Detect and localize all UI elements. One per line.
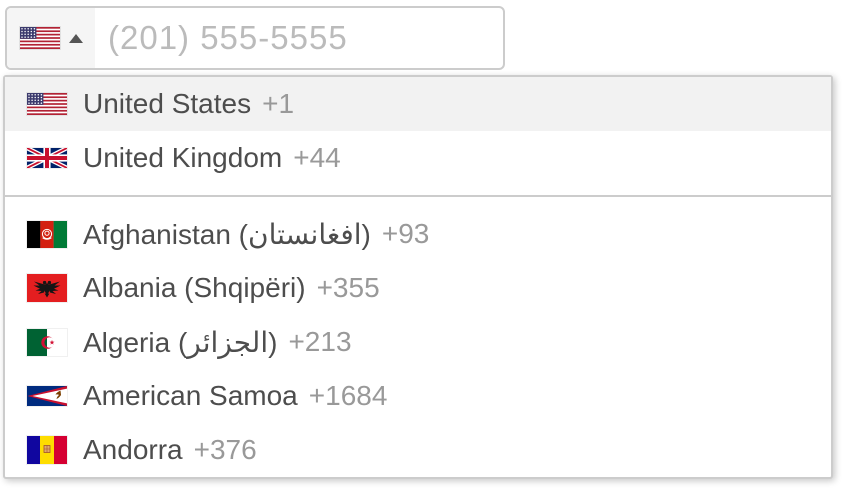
country-option-dz[interactable]: Algeria (الجزائر) +213	[5, 315, 831, 369]
country-option-us[interactable]: United States +1	[5, 77, 831, 131]
country-option-ad[interactable]: Andorra +376	[5, 423, 831, 477]
country-name: Algeria (الجزائر)	[83, 326, 278, 358]
country-option-as[interactable]: American Samoa +1684	[5, 369, 831, 423]
dial-code: +213	[288, 326, 352, 357]
gb-flag-icon	[27, 148, 67, 168]
dial-code: +93	[381, 218, 430, 249]
phone-number-input[interactable]	[95, 8, 503, 68]
selected-flag-button[interactable]	[7, 8, 95, 68]
country-name: Afghanistan (افغانستان)	[83, 218, 371, 250]
country-option-al[interactable]: Albania (Shqipëri) +355	[5, 261, 831, 315]
dial-code: +1	[262, 88, 295, 119]
all-countries-group: Afghanistan (افغانستان) +93 Albania (Shq…	[5, 207, 831, 477]
al-flag-icon	[27, 274, 67, 302]
dropdown-arrow-up-icon	[68, 33, 83, 43]
country-name: Albania (Shqipëri)	[83, 272, 306, 303]
dial-code: +44	[293, 142, 341, 173]
country-name: American Samoa	[83, 380, 298, 411]
country-option-gb[interactable]: United Kingdom +44	[5, 131, 831, 185]
country-option-af[interactable]: Afghanistan (افغانستان) +93	[5, 207, 831, 261]
as-flag-icon	[27, 386, 67, 406]
af-flag-icon	[27, 220, 67, 248]
country-name: United Kingdom	[83, 142, 283, 173]
country-name: United States	[83, 88, 252, 119]
us-flag-icon	[27, 93, 67, 115]
phone-input-container	[5, 6, 505, 70]
us-flag-icon	[19, 27, 60, 49]
dz-flag-icon	[27, 328, 67, 356]
preferred-divider	[5, 185, 831, 197]
dial-code: +1684	[308, 380, 388, 411]
ad-flag-icon	[27, 436, 67, 464]
country-name: Andorra	[83, 434, 183, 465]
dial-code: +355	[316, 272, 380, 303]
country-dropdown-list: United States +1 United Kingdom +44 Afgh…	[3, 75, 833, 479]
dial-code: +376	[193, 434, 257, 465]
preferred-countries-group: United States +1 United Kingdom +44	[5, 77, 831, 185]
